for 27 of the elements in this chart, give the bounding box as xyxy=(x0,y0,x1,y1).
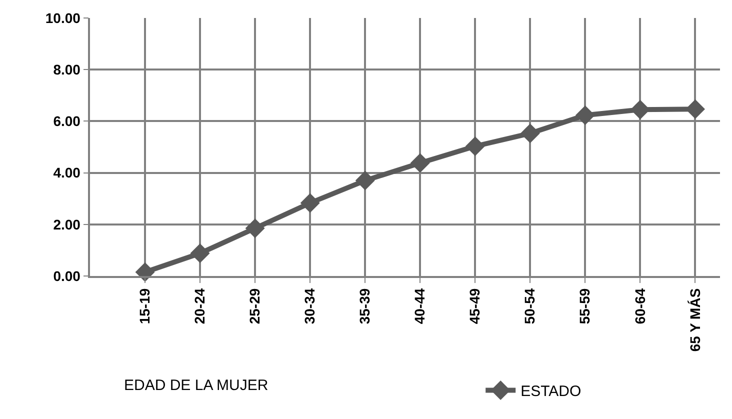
x-tick-label: 65 Y MÁS xyxy=(686,288,703,352)
point xyxy=(465,136,485,156)
x-tick-label: 20-24 xyxy=(192,288,208,324)
legend-label: ESTADO xyxy=(520,383,582,400)
point xyxy=(355,170,375,190)
x-tick-label: 15-19 xyxy=(136,288,153,324)
point xyxy=(520,124,540,144)
x-axis-title: EDAD DE LA MUJER xyxy=(124,377,268,394)
y-tick-label: 6.00 xyxy=(53,113,81,130)
x-tick-label: 55-59 xyxy=(576,288,593,324)
y-tick-label: 0.00 xyxy=(53,268,81,284)
x-tick-label: 40-44 xyxy=(412,288,428,324)
y-tick-label: 2.00 xyxy=(53,216,81,232)
x-tick-label: 30-34 xyxy=(302,288,318,324)
x-tick-label: 50-54 xyxy=(522,288,538,324)
point xyxy=(575,106,595,126)
point xyxy=(300,193,320,213)
y-tick-label: 8.00 xyxy=(53,62,81,78)
x-tick-label: 25-29 xyxy=(246,288,263,324)
point xyxy=(410,153,430,173)
y-tick-label: 10.00 xyxy=(45,10,81,26)
x-tick-label: 35-39 xyxy=(356,288,373,324)
x-tick-label: 60-64 xyxy=(632,288,648,324)
point xyxy=(190,244,210,264)
point xyxy=(245,218,265,238)
x-tick-label: 45-49 xyxy=(466,288,483,324)
y-tick-label: 4.00 xyxy=(53,164,81,181)
